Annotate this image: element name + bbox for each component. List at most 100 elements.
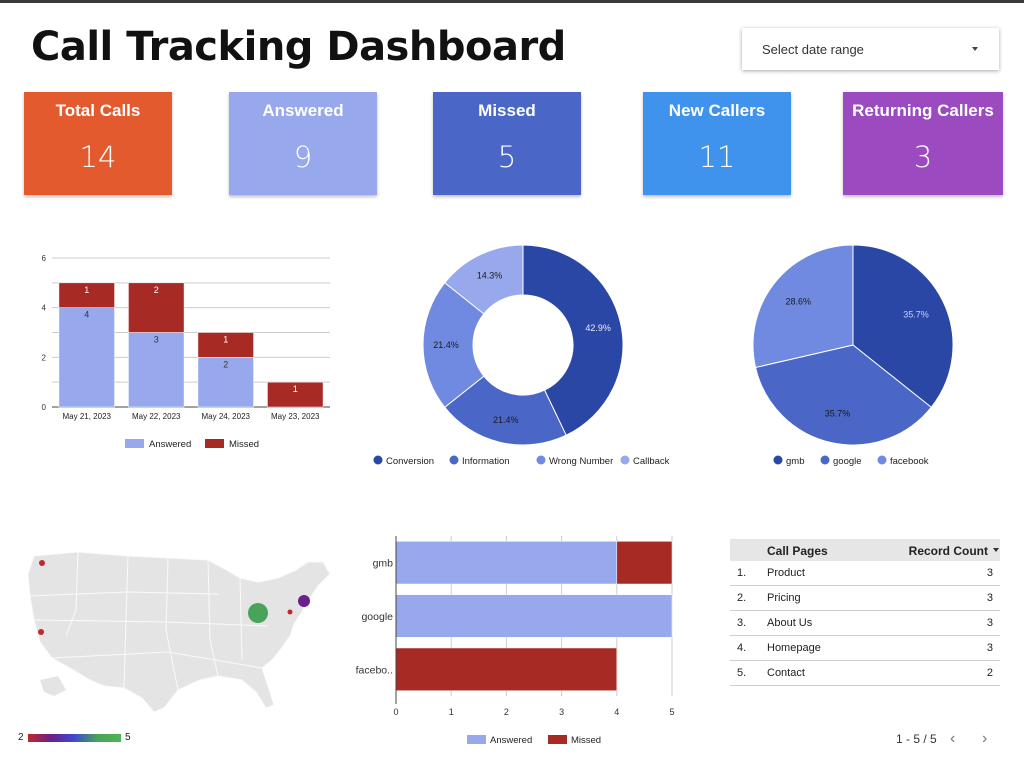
slice-data-label: 35.7% [903, 310, 929, 320]
map-scale-max: 5 [125, 732, 131, 743]
bar-missed [128, 282, 185, 333]
bar-missed [267, 381, 324, 408]
row-count: 3 [986, 642, 993, 654]
page-title: Call Tracking Dashboard [31, 24, 566, 70]
alaska-outline [40, 676, 66, 696]
map-marker-washington [39, 560, 45, 566]
row-number: 5. [737, 667, 747, 679]
bar-answered [395, 541, 618, 585]
table-header: Call Pages Record Count [730, 539, 1000, 561]
map-color-scale [28, 734, 121, 742]
table-row: 3. About Us 3 [730, 611, 1000, 636]
legend-label: Callback [633, 456, 670, 467]
row-count: 3 [986, 617, 993, 629]
legend-swatch [449, 455, 459, 465]
x-tick-label: 0 [393, 707, 398, 717]
row-page: About Us [767, 617, 813, 629]
row-count: 3 [986, 567, 993, 579]
row-number: 3. [737, 617, 747, 629]
legend-label: gmb [786, 456, 804, 467]
bar-data-label: 2 [154, 285, 159, 295]
kpi-returning-callers: Returning Callers 3 [843, 92, 1003, 195]
y-tick-label: 4 [42, 304, 47, 313]
kpi-new-callers: New Callers 11 [643, 92, 791, 195]
bar-answered [58, 307, 115, 408]
x-tick-label: May 24, 2023 [202, 412, 251, 421]
bar-missed [58, 282, 115, 308]
row-count: 2 [986, 667, 993, 679]
kpi-label: Answered [262, 101, 344, 120]
kpi-label: Returning Callers [852, 101, 994, 120]
row-page: Contact [767, 667, 805, 679]
bar-data-label: 4 [84, 310, 89, 320]
row-number: 1. [737, 567, 747, 579]
chevron-left-icon[interactable]: ‹ [950, 730, 956, 747]
slice-data-label: 35.7% [825, 408, 851, 418]
table-row: 2. Pricing 3 [730, 586, 1000, 611]
bar-data-label: 3 [154, 335, 159, 345]
source-answered-missed-chart: 0 1 2 3 4 5 gmb google facebo.. Answered Missed [356, 536, 675, 746]
sort-desc-icon[interactable] [993, 548, 999, 552]
slice-conversion [522, 244, 624, 436]
call-pages-table: Call Pages Record Count 1. Product 3 2. … [730, 539, 1000, 686]
legend-swatch [877, 455, 887, 465]
kpi-total-calls: Total Calls 14 [24, 92, 172, 195]
legend-label: Answered [490, 735, 532, 746]
kpi-label: Missed [478, 101, 536, 120]
slice-wrong-number [422, 282, 485, 408]
bar-data-label: 1 [223, 335, 228, 345]
legend-label: Answered [149, 439, 191, 450]
bar-data-label: 1 [293, 384, 298, 394]
calls-by-date-chart: 0 2 4 6 4 1 May 21, 2023 3 2 May 22, 2023 2 1 May 24… [42, 254, 330, 450]
slice-google [754, 344, 932, 446]
col-header-call-pages[interactable]: Call Pages [767, 544, 828, 558]
source-pie-chart: 35.7% 35.7% 28.6% gmb google facebook [752, 244, 954, 467]
legend-swatch [773, 455, 783, 465]
legend-swatch [467, 735, 486, 744]
slice-data-label: 21.4% [433, 340, 459, 350]
slice-callback [444, 244, 524, 315]
kpi-value: 9 [293, 140, 313, 174]
x-tick-label: 5 [669, 707, 674, 717]
y-tick-label: facebo.. [356, 664, 393, 676]
legend-label: Information [462, 456, 510, 467]
map-marker-ohio [248, 603, 268, 623]
kpi-value: 14 [79, 140, 117, 174]
kpi-label: Total Calls [55, 101, 141, 120]
x-tick-label: 1 [449, 707, 454, 717]
row-page: Pricing [767, 592, 801, 604]
chevron-right-icon[interactable]: › [982, 730, 988, 747]
legend-swatch [548, 735, 567, 744]
slice-data-label: 14.3% [477, 271, 503, 281]
row-number: 4. [737, 642, 747, 654]
dropdown-caret-icon [972, 47, 978, 51]
top-border [0, 0, 1024, 3]
date-range-placeholder: Select date range [762, 42, 864, 57]
legend-label: Missed [571, 735, 601, 746]
x-tick-label: May 21, 2023 [63, 412, 112, 421]
kpi-answered: Answered 9 [229, 92, 377, 195]
slice-information [444, 375, 567, 446]
table-row: 5. Contact 2 [730, 661, 1000, 686]
col-header-record-count[interactable]: Record Count [908, 544, 988, 558]
x-tick-label: 4 [614, 707, 619, 717]
bar-answered [395, 594, 673, 638]
legend-swatch [620, 455, 630, 465]
x-tick-label: 2 [504, 707, 509, 717]
table-row: 1. Product 3 [730, 561, 1000, 586]
bar-missed [197, 332, 254, 358]
map-marker-california [38, 629, 44, 635]
legend-label: Conversion [386, 456, 434, 467]
bar-missed [616, 541, 673, 585]
y-tick-label: 0 [42, 403, 47, 412]
kpi-value: 5 [497, 140, 517, 174]
legend-label: Missed [229, 439, 259, 450]
legend-swatch [205, 439, 224, 448]
bar-answered [197, 357, 254, 408]
date-range-select[interactable]: Select date range [742, 28, 999, 70]
row-number: 2. [737, 592, 747, 604]
y-tick-label: 6 [42, 254, 47, 263]
slice-data-label: 21.4% [493, 415, 519, 425]
x-tick-label: May 23, 2023 [271, 412, 320, 421]
slice-gmb [852, 244, 954, 408]
